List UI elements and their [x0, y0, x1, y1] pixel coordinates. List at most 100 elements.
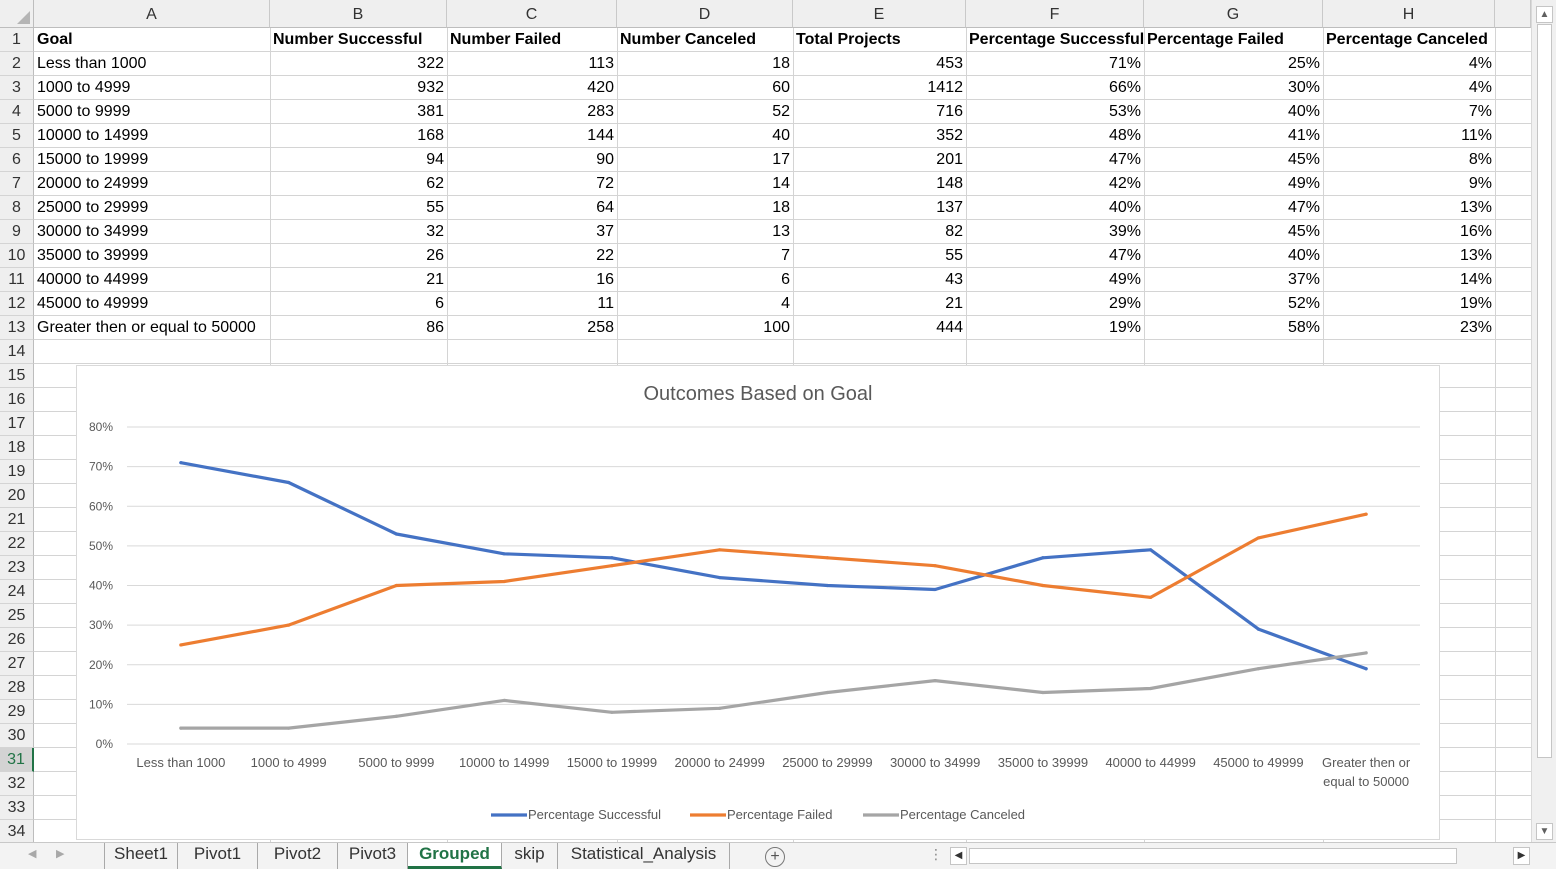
tab-grouped[interactable]: Grouped: [408, 843, 502, 869]
column-header-f[interactable]: F: [966, 0, 1144, 28]
header-cell-a1[interactable]: Goal: [37, 31, 73, 48]
cell-h5[interactable]: 11%: [1461, 127, 1492, 144]
cell-f10[interactable]: 47%: [1108, 247, 1141, 264]
cell-c10[interactable]: 22: [596, 247, 614, 264]
cell-b7[interactable]: 62: [426, 175, 444, 192]
cell-f8[interactable]: 40%: [1108, 199, 1141, 216]
row-header-20[interactable]: 20: [0, 484, 34, 508]
tab-sheet1[interactable]: Sheet1: [104, 843, 178, 869]
row-header-10[interactable]: 10: [0, 244, 34, 268]
cell-b13[interactable]: 86: [426, 319, 444, 336]
row-header-22[interactable]: 22: [0, 532, 34, 556]
cell-e9[interactable]: 82: [945, 223, 963, 240]
cell-h8[interactable]: 13%: [1459, 199, 1492, 216]
cell-c8[interactable]: 64: [596, 199, 614, 216]
cell-g7[interactable]: 49%: [1287, 175, 1320, 192]
cell-g10[interactable]: 40%: [1287, 247, 1320, 264]
select-all-corner[interactable]: [0, 0, 34, 28]
row-header-28[interactable]: 28: [0, 676, 34, 700]
row-header-9[interactable]: 9: [0, 220, 34, 244]
cell-c5[interactable]: 144: [587, 127, 614, 144]
vertical-scrollbar[interactable]: ▲ ▼: [1531, 0, 1556, 842]
cell-c13[interactable]: 258: [587, 319, 614, 336]
row-header-30[interactable]: 30: [0, 724, 34, 748]
row-header-24[interactable]: 24: [0, 580, 34, 604]
row-header-18[interactable]: 18: [0, 436, 34, 460]
row-header-11[interactable]: 11: [0, 268, 34, 292]
row-header-19[interactable]: 19: [0, 460, 34, 484]
column-header-b[interactable]: B: [270, 0, 447, 28]
column-header-a[interactable]: A: [34, 0, 270, 28]
cell-b4[interactable]: 381: [417, 103, 444, 120]
column-header-g[interactable]: G: [1144, 0, 1323, 28]
cell-h9[interactable]: 16%: [1459, 223, 1492, 240]
cell-h12[interactable]: 19%: [1459, 295, 1492, 312]
row-header-7[interactable]: 7: [0, 172, 34, 196]
scroll-up-icon[interactable]: ▲: [1536, 6, 1553, 23]
cell-e7[interactable]: 148: [936, 175, 963, 192]
cell-d3[interactable]: 60: [772, 79, 790, 96]
row-header-33[interactable]: 33: [0, 796, 34, 820]
scroll-left-icon[interactable]: ◀: [950, 847, 967, 865]
cell-c11[interactable]: 16: [596, 271, 614, 288]
cell-g8[interactable]: 47%: [1287, 199, 1320, 216]
horizontal-scrollbar[interactable]: ◀ ▶: [950, 847, 1532, 865]
cell-f6[interactable]: 47%: [1108, 151, 1141, 168]
row-header-32[interactable]: 32: [0, 772, 34, 796]
cell-c3[interactable]: 420: [587, 79, 614, 96]
tab-pivot3[interactable]: Pivot3: [338, 843, 408, 869]
cell-d5[interactable]: 40: [772, 127, 790, 144]
row-header-5[interactable]: 5: [0, 124, 34, 148]
cell-e2[interactable]: 453: [936, 55, 963, 72]
tab-skip[interactable]: skip: [502, 843, 558, 869]
cell-h4[interactable]: 7%: [1468, 103, 1492, 120]
cell-h6[interactable]: 8%: [1468, 151, 1492, 168]
cell-d9[interactable]: 13: [772, 223, 790, 240]
cell-a5[interactable]: 10000 to 14999: [37, 127, 149, 144]
cell-a6[interactable]: 15000 to 19999: [37, 151, 149, 168]
cell-b12[interactable]: 6: [435, 295, 444, 312]
row-header-14[interactable]: 14: [0, 340, 34, 364]
cell-g6[interactable]: 45%: [1287, 151, 1320, 168]
cell-f3[interactable]: 66%: [1108, 79, 1141, 96]
cell-e8[interactable]: 137: [936, 199, 963, 216]
cell-f12[interactable]: 29%: [1108, 295, 1141, 312]
cell-b5[interactable]: 168: [417, 127, 444, 144]
cell-b9[interactable]: 32: [426, 223, 444, 240]
row-header-3[interactable]: 3: [0, 76, 34, 100]
header-cell-f1[interactable]: Percentage Successful: [969, 31, 1144, 48]
cell-a3[interactable]: 1000 to 4999: [37, 79, 131, 96]
column-header-d[interactable]: D: [617, 0, 793, 28]
cell-c9[interactable]: 37: [596, 223, 614, 240]
more-options-icon[interactable]: ⋮: [929, 846, 943, 862]
header-cell-c1[interactable]: Number Failed: [450, 31, 562, 48]
cell-h7[interactable]: 9%: [1468, 175, 1492, 192]
cell-a7[interactable]: 20000 to 24999: [37, 175, 149, 192]
row-header-16[interactable]: 16: [0, 388, 34, 412]
header-cell-e1[interactable]: Total Projects: [796, 31, 901, 48]
row-header-13[interactable]: 13: [0, 316, 34, 340]
cell-b10[interactable]: 26: [426, 247, 444, 264]
cell-c2[interactable]: 113: [588, 55, 614, 72]
cell-b8[interactable]: 55: [426, 199, 444, 216]
row-header-12[interactable]: 12: [0, 292, 34, 316]
column-header-c[interactable]: C: [447, 0, 617, 28]
cell-f4[interactable]: 53%: [1108, 103, 1141, 120]
row-header-1[interactable]: 1: [0, 28, 34, 52]
tab-nav-prev-icon[interactable]: ◀: [28, 848, 37, 860]
cell-h2[interactable]: 4%: [1468, 55, 1492, 72]
cell-b2[interactable]: 322: [417, 55, 444, 72]
header-cell-b1[interactable]: Number Successful: [273, 31, 423, 48]
row-header-27[interactable]: 27: [0, 652, 34, 676]
cell-g2[interactable]: 25%: [1287, 55, 1320, 72]
cell-c12[interactable]: 11: [597, 295, 614, 312]
header-cell-d1[interactable]: Number Canceled: [620, 31, 757, 48]
cell-d11[interactable]: 6: [781, 271, 790, 288]
cell-f13[interactable]: 19%: [1108, 319, 1141, 336]
scroll-right-icon[interactable]: ▶: [1513, 847, 1530, 865]
cell-a11[interactable]: 40000 to 44999: [37, 271, 149, 288]
row-header-31[interactable]: 31: [0, 748, 34, 772]
add-sheet-icon[interactable]: +: [765, 847, 785, 867]
cell-e5[interactable]: 352: [936, 127, 963, 144]
